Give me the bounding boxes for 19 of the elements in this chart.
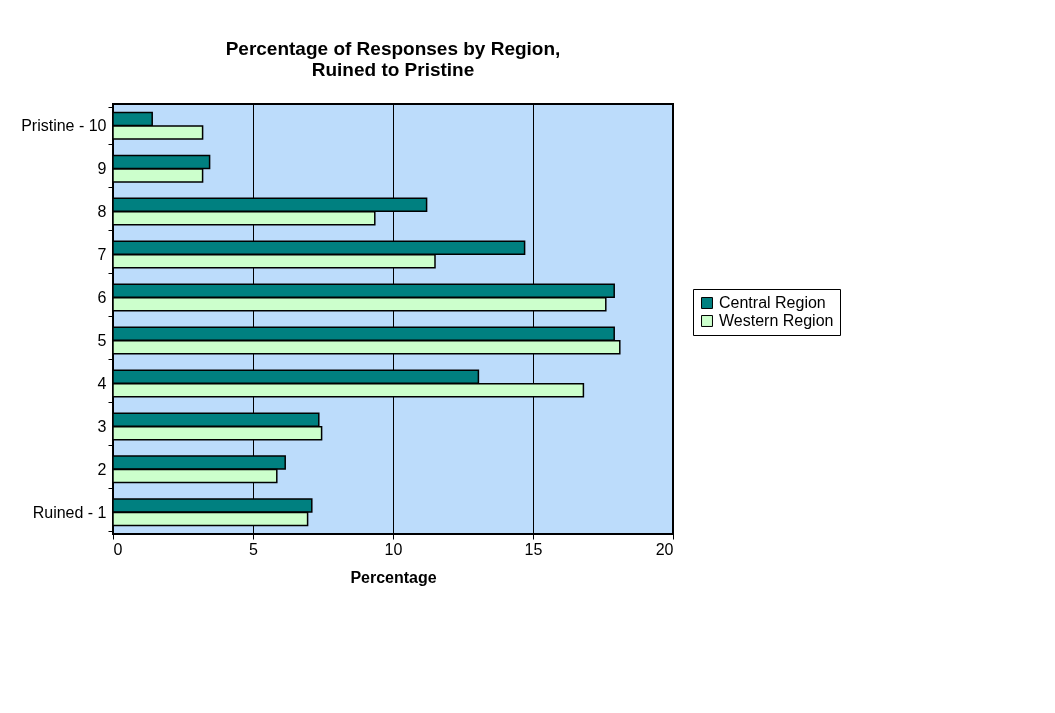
- chart-title: Percentage of Responses by Region, Ruined to Pristine: [225, 38, 561, 80]
- y-tick-label: 3: [97, 417, 107, 435]
- y-tick-label: 5: [97, 331, 107, 349]
- x-axis-title: Percentage: [350, 568, 437, 586]
- x-tick-label: 0: [113, 540, 123, 558]
- x-tick-label: 5: [249, 540, 259, 558]
- legend-label: Central Region: [719, 294, 826, 311]
- y-tick-label: 8: [97, 203, 107, 221]
- y-tick-label: 4: [97, 374, 107, 392]
- x-tick-label: 15: [524, 540, 543, 558]
- legend-label: Western Region: [719, 312, 834, 329]
- y-tick-label: 2: [97, 460, 107, 478]
- x-tick-label: 20: [655, 540, 674, 558]
- y-tick-label: Ruined - 1: [32, 503, 107, 521]
- y-tick-label: 9: [97, 160, 107, 178]
- y-tick-label: Pristine - 10: [21, 117, 107, 135]
- x-tick-label: 10: [384, 540, 403, 558]
- y-tick-label: 7: [97, 246, 107, 264]
- y-tick-label: 6: [97, 289, 107, 307]
